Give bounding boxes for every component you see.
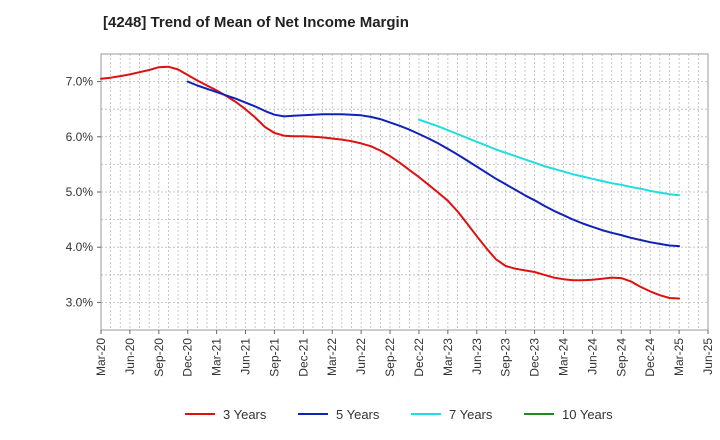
plot-area-border (100, 53, 709, 331)
x-tick-label: Sep-22 (383, 338, 397, 377)
x-tick-label: Sep-23 (499, 338, 513, 377)
x-tick-label: Dec-21 (296, 338, 310, 377)
x-tick-label: Sep-20 (152, 338, 166, 377)
series-line-3-years (100, 65, 681, 300)
legend-label-3-years: 3 Years (223, 407, 267, 422)
legend: 3 Years 5 Years 7 Years 10 Years (185, 407, 613, 422)
x-tick-label: Dec-24 (643, 338, 657, 377)
x-tick-label: Sep-24 (614, 338, 628, 377)
y-tick-label: 6.0% (66, 130, 94, 144)
x-tick-label: Mar-23 (441, 338, 455, 376)
legend-label-10-years: 10 Years (562, 407, 613, 422)
x-tick-label: Jun-24 (585, 338, 599, 375)
y-tick-label: 4.0% (66, 240, 94, 254)
x-tick-label: Jun-25 (701, 338, 715, 375)
y-tick-label: 7.0% (66, 75, 94, 89)
x-tick-label: Mar-25 (672, 338, 686, 376)
x-tick-label: Mar-20 (94, 338, 108, 376)
x-tick-label: Sep-21 (267, 338, 281, 377)
x-tick-label: Jun-20 (123, 338, 137, 375)
chart-title: [4248] Trend of Mean of Net Income Margi… (103, 14, 409, 31)
legend-label-7-years: 7 Years (449, 407, 493, 422)
x-tick-label: Jun-22 (354, 338, 368, 375)
axes: 3.0% 4.0% 5.0% 6.0% 7.0% Mar-20 Jun-20 Sep-20 De… (66, 75, 715, 377)
series-line-5-years (186, 80, 681, 248)
x-tick-label: Dec-22 (412, 338, 426, 377)
legend-label-5-years: 5 Years (336, 407, 380, 422)
y-tick-label: 5.0% (66, 185, 94, 199)
x-tick-label: Dec-23 (528, 338, 542, 377)
x-tick-label: Dec-20 (181, 338, 195, 377)
grid-lines (101, 54, 708, 330)
x-tick-label: Jun-21 (239, 338, 253, 375)
y-tick-label: 3.0% (66, 295, 94, 309)
series-lines (100, 65, 681, 300)
x-tick-label: Mar-22 (325, 338, 339, 376)
x-tick-label: Mar-21 (210, 338, 224, 376)
series-line-7-years (418, 118, 681, 197)
x-tick-label: Jun-23 (470, 338, 484, 375)
x-tick-label: Mar-24 (556, 338, 570, 376)
